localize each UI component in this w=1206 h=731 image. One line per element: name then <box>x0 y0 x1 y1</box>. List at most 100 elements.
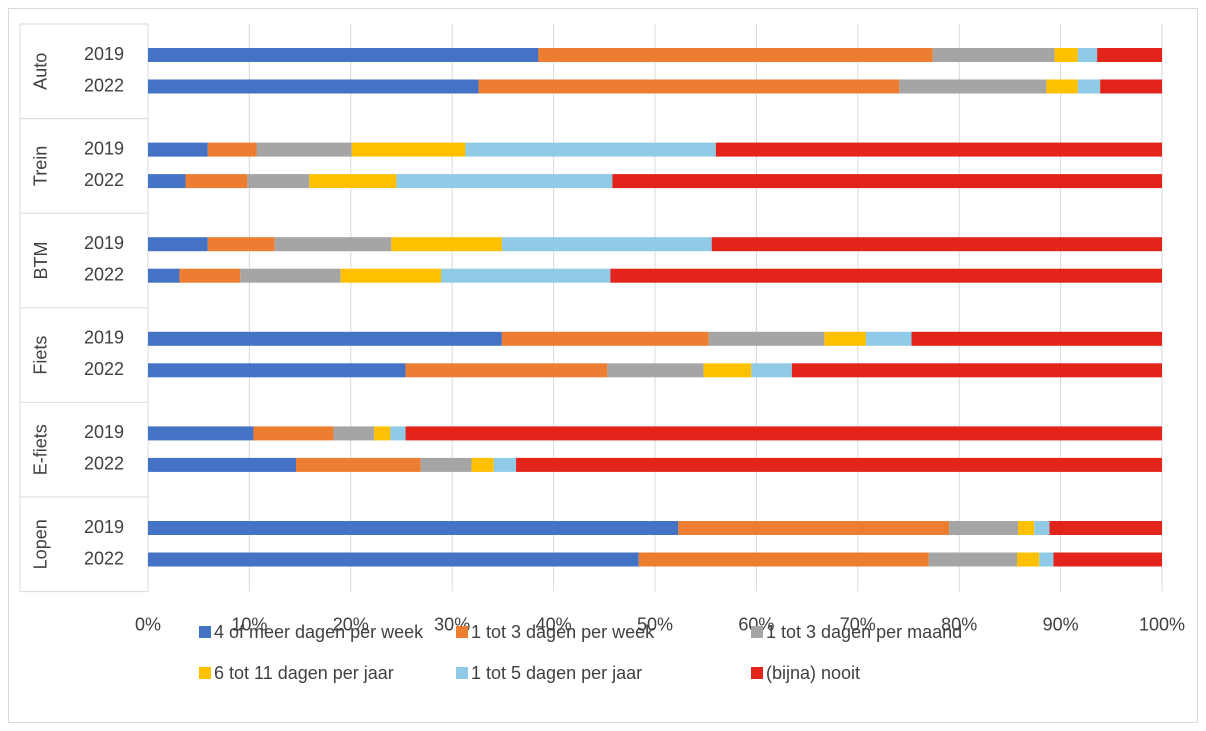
legend-swatch <box>751 626 763 638</box>
bar-segment <box>678 521 950 535</box>
y-tick-label: 2022 <box>84 454 124 474</box>
legend-label: 1 tot 5 dagen per jaar <box>471 663 642 683</box>
bar-segment <box>612 174 1162 189</box>
legend-swatch <box>199 667 211 679</box>
y-tick-label: 2022 <box>84 548 124 568</box>
x-tick-label: 60% <box>738 614 774 634</box>
bar-segment <box>148 521 679 535</box>
legend-swatch <box>199 626 211 638</box>
bar-segment <box>1018 521 1035 535</box>
bar-segment <box>1054 48 1078 62</box>
legend-swatch <box>456 667 468 679</box>
bar-segment <box>148 426 254 441</box>
x-tick-label: 40% <box>536 614 572 634</box>
bar-segment <box>148 457 297 472</box>
bar-segment <box>340 268 442 283</box>
bar-segment <box>441 268 611 283</box>
y-tick-label: 2022 <box>84 170 124 190</box>
bar-segment <box>207 237 275 252</box>
y-tick-label: 2019 <box>84 44 124 64</box>
bar-segment <box>207 142 257 157</box>
bar-segment <box>865 331 912 346</box>
x-tick-label: 90% <box>1043 614 1079 634</box>
bar-segment <box>1046 79 1078 94</box>
bar-segment <box>256 142 352 157</box>
bar-segment <box>309 174 397 189</box>
bar-segment <box>1077 79 1101 94</box>
bar-segment <box>179 268 241 283</box>
y-tick-label: 2019 <box>84 328 124 348</box>
bar-segment <box>928 552 1017 567</box>
bar-segment <box>185 174 248 189</box>
bar-segment <box>148 48 539 62</box>
legend-label: 6 tot 11 dagen per jaar <box>214 663 394 683</box>
bar-segment <box>405 426 1162 441</box>
bar-segment <box>240 268 341 283</box>
bar-segment <box>538 48 933 62</box>
bar-segment <box>148 174 186 189</box>
bar-segment <box>253 426 334 441</box>
bar-segment <box>899 79 1047 94</box>
y-tick-label: 2022 <box>84 75 124 95</box>
legend-label: 1 tot 3 dagen per week <box>471 622 655 642</box>
legend-label: (bijna) nooit <box>766 663 860 683</box>
bar-segment <box>516 457 1162 472</box>
bar-segment <box>148 552 639 567</box>
bar-segment <box>148 268 180 283</box>
bar-segment <box>493 457 517 472</box>
group-label: Auto <box>31 53 51 90</box>
bar-segment <box>501 237 712 252</box>
bar-segment <box>274 237 392 252</box>
bar-segment <box>715 142 1162 157</box>
bar-segment <box>751 363 792 378</box>
group-label: Fiets <box>31 336 51 375</box>
x-tick-label: 10% <box>231 614 267 634</box>
group-label: BTM <box>31 242 51 280</box>
bar-segment <box>1097 48 1162 62</box>
bar-segment <box>1100 79 1162 94</box>
bar-segment <box>1053 552 1162 567</box>
bar-segment <box>824 331 866 346</box>
y-tick-label: 2019 <box>84 233 124 253</box>
bar-segment <box>711 237 1162 252</box>
bar-segment <box>1034 521 1050 535</box>
bar-segment <box>148 79 479 94</box>
legend-swatch <box>456 626 468 638</box>
y-tick-label: 2022 <box>84 359 124 379</box>
bar-segment <box>1077 48 1098 62</box>
x-tick-label: 0% <box>135 614 161 634</box>
x-tick-label: 80% <box>941 614 977 634</box>
x-tick-label: 50% <box>637 614 673 634</box>
group-label: Lopen <box>31 519 51 569</box>
bar-segment <box>351 142 466 157</box>
bar-segment <box>296 457 421 472</box>
bar-segment <box>465 142 716 157</box>
bar-segment <box>405 363 608 378</box>
bar-segment <box>703 363 752 378</box>
group-label: Trein <box>31 146 51 186</box>
y-tick-label: 2022 <box>84 264 124 284</box>
bar-segment <box>478 79 900 94</box>
bar-segment <box>911 331 1162 346</box>
bar-segment <box>791 363 1162 378</box>
bar-segment <box>471 457 494 472</box>
bar-segment <box>148 237 208 252</box>
legend-swatch <box>751 667 763 679</box>
bar-segment <box>374 426 391 441</box>
bar-segment <box>148 363 406 378</box>
bar-segment <box>148 142 208 157</box>
bar-segment <box>333 426 375 441</box>
bar-segment <box>932 48 1055 62</box>
legend-label: 1 tot 3 dagen per maand <box>766 622 962 642</box>
bar-segment <box>247 174 310 189</box>
x-tick-label: 20% <box>333 614 369 634</box>
legend-label: 4 of meer dagen per week <box>214 622 424 642</box>
bar-segment <box>708 331 825 346</box>
bar-segment <box>148 331 502 346</box>
y-tick-label: 2019 <box>84 517 124 537</box>
bar-segment <box>396 174 613 189</box>
bar-segment <box>607 363 704 378</box>
bar-segment <box>420 457 472 472</box>
